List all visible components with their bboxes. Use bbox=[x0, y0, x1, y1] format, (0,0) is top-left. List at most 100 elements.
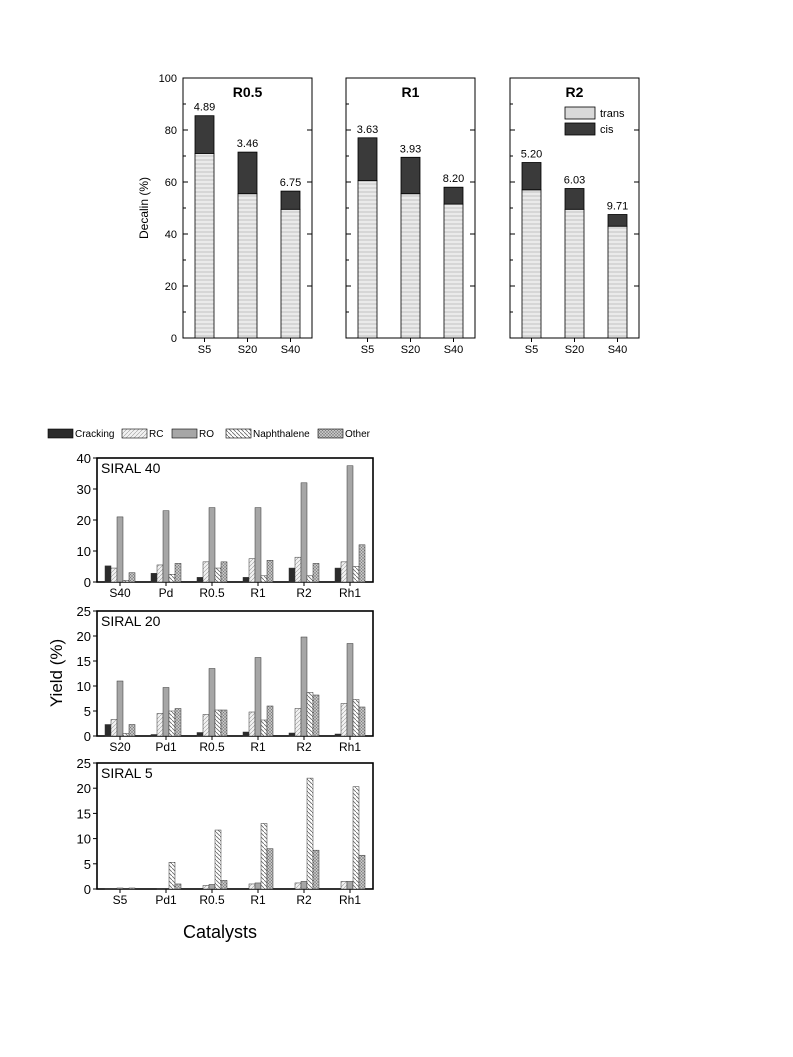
yield-xtick-label: R2 bbox=[296, 893, 312, 907]
yield-xtick-label: Pd1 bbox=[155, 740, 177, 754]
bar-other-rh1 bbox=[358, 854, 366, 890]
legend-swatch-rc bbox=[121, 428, 148, 439]
bar-other-s5 bbox=[128, 887, 136, 890]
yield-ylabel: Yield (%) bbox=[47, 639, 66, 707]
panel-frame bbox=[96, 762, 374, 890]
bar-rc-pd1 bbox=[156, 713, 164, 737]
decalin-ytick-label: 0 bbox=[171, 333, 177, 345]
bar-cracking-r1 bbox=[242, 577, 250, 583]
decalin-panel-r1: R1 S5 3.63 S20 3.93 S40 8.20 bbox=[345, 77, 476, 356]
bar-cracking-r0.5 bbox=[196, 732, 204, 737]
bar-ro-pd1 bbox=[162, 888, 170, 890]
bar-rc-r0.5 bbox=[202, 714, 210, 737]
legend-label-ro: RO bbox=[199, 429, 214, 440]
bar-rc-r2 bbox=[294, 882, 302, 890]
bar-cis-s40 bbox=[280, 190, 301, 210]
yield-chart: Cracking RC RO Naphthalene Other 0 10 20 30 40 SIR… bbox=[47, 428, 374, 942]
yield-ytick-label: 10 bbox=[77, 544, 91, 559]
yield-ytick-label: 10 bbox=[77, 679, 91, 694]
bar-naphthalene-r2 bbox=[306, 777, 314, 890]
bar-trans-s20 bbox=[564, 208, 585, 339]
yield-xtick-label: R0.5 bbox=[199, 586, 225, 600]
bar-other-rh1 bbox=[358, 544, 366, 583]
yield-ytick-label: 40 bbox=[77, 451, 91, 466]
legend-label-rc: RC bbox=[149, 429, 163, 440]
decalin-data-label: 3.63 bbox=[357, 124, 378, 136]
yield-xtick-label: R0.5 bbox=[199, 740, 225, 754]
bar-rc-r0.5 bbox=[202, 885, 210, 890]
decalin-ytick-label: 80 bbox=[165, 125, 177, 137]
yield-ytick-label: 0 bbox=[84, 882, 91, 897]
bar-ro-s5 bbox=[116, 887, 124, 890]
bar-cis-s20 bbox=[237, 151, 258, 195]
panel-frame bbox=[96, 457, 374, 583]
yield-xtick-label: S20 bbox=[109, 740, 131, 754]
yield-ytick-label: 5 bbox=[84, 704, 91, 719]
yield-ytick-label: 25 bbox=[77, 756, 91, 771]
bar-naphthalene-r0.5 bbox=[214, 829, 222, 890]
bar-naphthalene-rh1 bbox=[352, 699, 360, 737]
bar-rc-pd bbox=[156, 564, 164, 583]
decalin-data-label: 9.71 bbox=[607, 201, 628, 213]
bar-cracking-s40 bbox=[104, 565, 112, 583]
bar-other-r0.5 bbox=[220, 709, 228, 737]
legend-swatch-trans bbox=[564, 106, 596, 120]
bar-cis-s5 bbox=[521, 162, 542, 191]
bar-rc-s20 bbox=[110, 719, 118, 737]
bar-ro-r2 bbox=[300, 482, 308, 583]
bar-rc-r0.5 bbox=[202, 561, 210, 583]
legend-swatch-naphthalene bbox=[225, 428, 252, 439]
yield-xtick-label: R1 bbox=[250, 893, 266, 907]
yield-panel-siral-40: 0 10 20 30 40 SIRAL 40 S40 Pd R0.5 R1 R2 Rh1 bbox=[77, 451, 374, 600]
bar-other-r1 bbox=[266, 560, 274, 583]
bar-rc-pd1 bbox=[156, 888, 164, 890]
bar-ro-s20 bbox=[116, 680, 124, 737]
bar-cracking-pd bbox=[150, 573, 158, 583]
decalin-ylabel: Decalin (%) bbox=[137, 177, 151, 239]
decalin-panel-r2: R2 S5 5.20 S20 6.03 S40 9.71 trans cis bbox=[509, 77, 640, 356]
bar-cis-s5 bbox=[194, 115, 215, 154]
yield-xtick-label: Rh1 bbox=[339, 586, 361, 600]
decalin-data-label: 5.20 bbox=[521, 149, 542, 161]
decalin-panel-r05: R0.5 S5 4.89 S20 3.46 S40 6.75 bbox=[182, 77, 313, 356]
legend-swatch-cracking bbox=[47, 428, 74, 439]
bar-other-r0.5 bbox=[220, 561, 228, 583]
bar-trans-s5 bbox=[357, 180, 378, 339]
legend-label-trans: trans bbox=[600, 108, 625, 120]
decalin-xtick-label: S5 bbox=[361, 344, 374, 356]
decalin-data-label: 3.93 bbox=[400, 143, 421, 155]
bar-cracking-rh1 bbox=[334, 567, 342, 583]
decalin-data-label: 8.20 bbox=[443, 173, 464, 185]
yield-xtick-label: S40 bbox=[109, 586, 131, 600]
bar-trans-s5 bbox=[521, 189, 542, 339]
bar-ro-r1 bbox=[254, 657, 262, 737]
decalin-xtick-label: S5 bbox=[525, 344, 538, 356]
legend-swatch-other bbox=[317, 428, 344, 439]
bar-naphthalene-r1 bbox=[260, 575, 268, 583]
decalin-chart: 0 20 40 60 80 100 Decalin (%) R0.5 S5 4.89 S20 3.46… bbox=[137, 73, 640, 356]
bar-rc-r2 bbox=[294, 708, 302, 737]
bar-naphthalene-rh1 bbox=[352, 786, 360, 890]
bar-trans-s40 bbox=[607, 225, 628, 339]
bar-other-r1 bbox=[266, 848, 274, 890]
bar-naphthalene-s20 bbox=[122, 733, 130, 737]
decalin-ytick-label: 20 bbox=[165, 281, 177, 293]
yield-panel-title: SIRAL 5 bbox=[101, 765, 153, 781]
bar-naphthalene-rh1 bbox=[352, 566, 360, 583]
decalin-xtick-label: S20 bbox=[401, 344, 421, 356]
yield-xlabel: Catalysts bbox=[183, 922, 257, 942]
yield-xtick-label: R1 bbox=[250, 740, 266, 754]
legend-label-cracking: Cracking bbox=[75, 429, 114, 440]
bar-ro-r0.5 bbox=[208, 668, 216, 737]
decalin-xtick-label: S20 bbox=[238, 344, 258, 356]
bar-rc-rh1 bbox=[340, 561, 348, 583]
bar-other-r0.5 bbox=[220, 880, 228, 890]
bar-naphthalene-r2 bbox=[306, 692, 314, 737]
legend-label-other: Other bbox=[345, 429, 371, 440]
bar-cis-s5 bbox=[357, 137, 378, 182]
bar-ro-rh1 bbox=[346, 643, 354, 737]
yield-xtick-label: R2 bbox=[296, 740, 312, 754]
bar-other-s40 bbox=[128, 572, 136, 583]
yield-xtick-label: R1 bbox=[250, 586, 266, 600]
